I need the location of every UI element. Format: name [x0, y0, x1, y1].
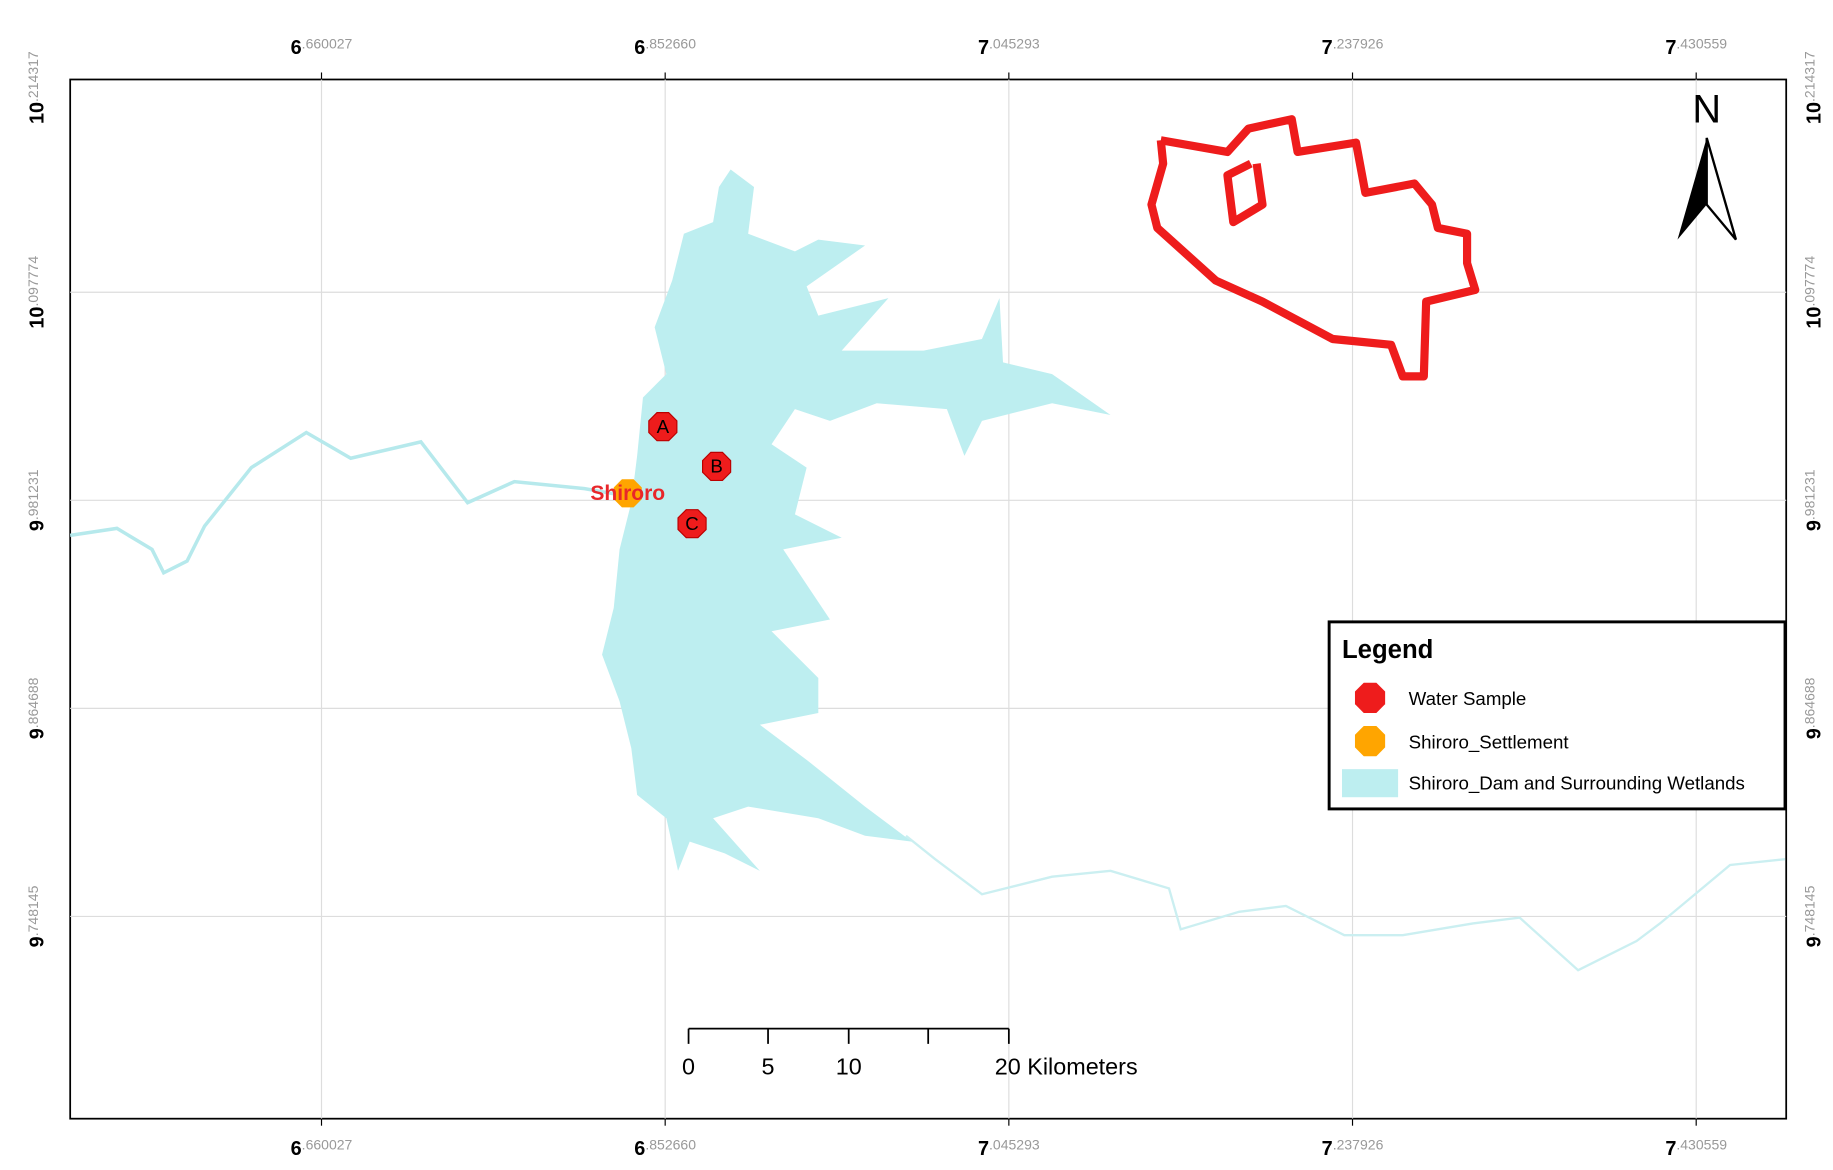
coord-minor: .237926: [1333, 1136, 1384, 1152]
coord-major: 9: [27, 936, 49, 947]
y-label-left: 9.748145: [25, 885, 49, 947]
coord-minor: .852660: [645, 1136, 696, 1152]
coord-minor: .864688: [1801, 677, 1817, 728]
site-label: A: [657, 416, 670, 437]
settlement-marker: [613, 479, 642, 508]
x-label-bottom: 7.430559: [1665, 1136, 1727, 1160]
x-label-top: 6.852660: [634, 35, 696, 59]
x-label-top: 6.660027: [291, 35, 353, 59]
coord-minor: .045293: [989, 1136, 1040, 1152]
coord-major: 7: [978, 1138, 989, 1160]
legend-swatch: [1354, 682, 1386, 713]
legend: Legend Water Sample Shiroro_Settlement Shi…: [1327, 620, 1787, 811]
legend-label: Shiroro_Dam and Surrounding Wetlands: [1409, 772, 1745, 794]
x-label-bottom: 7.237926: [1322, 1136, 1384, 1160]
site-label: B: [710, 456, 722, 477]
coord-minor: .864688: [25, 677, 41, 728]
x-label-bottom: 6.852660: [634, 1136, 696, 1160]
legend-swatch: [1341, 769, 1399, 798]
coord-minor: .660027: [302, 1136, 353, 1152]
river-downstream: [905, 834, 1786, 972]
site-marker: [648, 412, 678, 442]
y-label-right: 9.981231: [1801, 469, 1825, 531]
points: Shiroro A B C: [590, 412, 732, 539]
coord-major: 9: [1804, 728, 1826, 739]
legend-label: Shiroro_Settlement: [1409, 731, 1570, 753]
x-label-bottom: 7.045293: [978, 1136, 1040, 1160]
x-label-top: 7.237926: [1322, 35, 1384, 59]
coord-minor: .430559: [1676, 1136, 1727, 1152]
y-label-left: 10.097774: [25, 256, 49, 329]
scale-label: 5: [762, 1054, 775, 1080]
coord-major: 7: [1322, 37, 1333, 59]
y-label-left: 10.214317: [25, 51, 49, 124]
scale-label: 10: [836, 1054, 862, 1080]
coord-minor: .660027: [302, 35, 353, 51]
scale-bar: 0 5 10 20 Kilometers: [682, 1027, 1138, 1080]
coord-major: 10: [27, 307, 49, 329]
coord-minor: .748145: [1801, 885, 1817, 936]
reservoir: [602, 169, 1111, 871]
inset-boundary-loop: [1223, 159, 1267, 227]
coord-major: 10: [1804, 307, 1826, 329]
site-label: C: [685, 513, 699, 534]
coord-major: 6: [634, 1138, 645, 1160]
coord-major: 7: [1322, 1138, 1333, 1160]
coord-major: 10: [1804, 102, 1826, 124]
north-arrow: [1677, 137, 1707, 240]
legend-label: Water Sample: [1409, 688, 1527, 709]
coord-major: 9: [1804, 520, 1826, 531]
coord-major: 9: [1804, 936, 1826, 947]
coord-minor: .214317: [25, 51, 41, 102]
coord-major: 7: [1665, 37, 1676, 59]
y-label-left: 9.864688: [25, 677, 49, 739]
coord-minor: .045293: [989, 35, 1040, 51]
x-label-top: 7.045293: [978, 35, 1040, 59]
coord-minor: .237926: [1333, 35, 1384, 51]
coord-minor: .214317: [1801, 51, 1817, 102]
coord-minor: .430559: [1676, 35, 1727, 51]
y-label-right: 9.748145: [1801, 885, 1825, 947]
coord-major: 9: [27, 728, 49, 739]
inset-boundary: [1147, 115, 1480, 381]
coord-minor: .097774: [25, 256, 41, 307]
coord-minor: .852660: [645, 35, 696, 51]
map-frame: [69, 78, 1788, 1120]
x-label-bottom: 6.660027: [291, 1136, 353, 1160]
coord-major: 6: [291, 1138, 302, 1160]
north-label: N: [1692, 88, 1721, 132]
coord-minor: .748145: [25, 885, 41, 936]
coord-major: 10: [27, 102, 49, 124]
y-label-right: 10.214317: [1801, 51, 1825, 124]
legend-title: Legend: [1342, 636, 1433, 664]
coord-minor: .981231: [25, 469, 41, 520]
coord-major: 7: [1665, 1138, 1676, 1160]
scale-label: 0: [682, 1054, 695, 1080]
river-upstream: [69, 430, 632, 576]
graticule: 6.6600276.6600276.8526606.8526607.045293…: [25, 35, 1826, 1160]
coord-major: 7: [978, 37, 989, 59]
coord-major: 9: [27, 520, 49, 531]
site-marker: [701, 451, 732, 482]
legend-swatch: [1354, 726, 1386, 757]
y-label-right: 9.864688: [1801, 677, 1825, 739]
scale-label: 20 Kilometers: [995, 1054, 1138, 1080]
x-label-top: 7.430559: [1665, 35, 1727, 59]
coord-major: 6: [291, 37, 302, 59]
north-arrow: [1705, 137, 1738, 241]
y-label-right: 10.097774: [1801, 256, 1825, 329]
settlement-label: Shiroro: [590, 482, 665, 505]
coord-minor: .981231: [1801, 469, 1817, 520]
site-marker: [677, 509, 707, 539]
coord-minor: .097774: [1801, 256, 1817, 307]
y-label-left: 9.981231: [25, 469, 49, 531]
coord-major: 6: [634, 37, 645, 59]
